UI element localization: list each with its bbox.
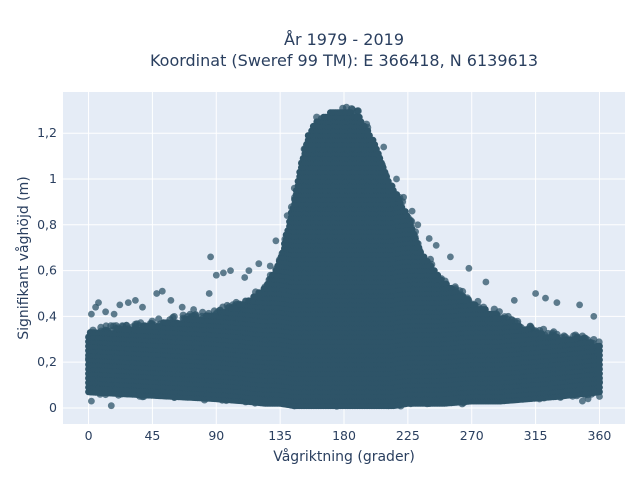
- data-points: [85, 103, 603, 410]
- data-point: [354, 107, 362, 115]
